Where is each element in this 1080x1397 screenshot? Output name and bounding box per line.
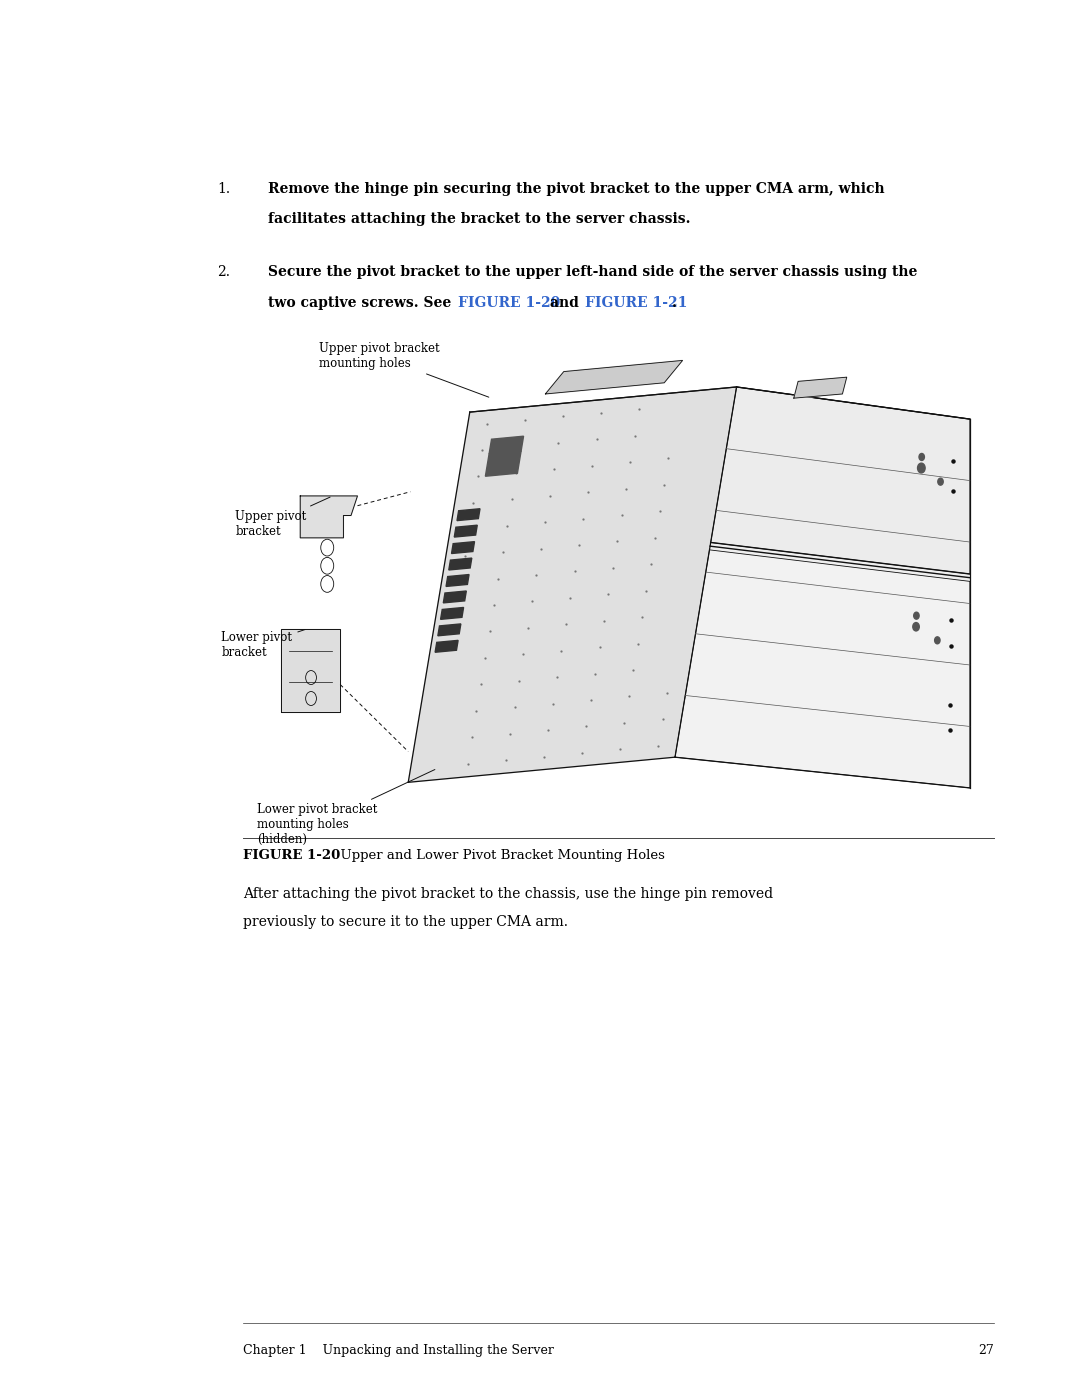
Polygon shape [485,451,522,476]
Text: Remove the hinge pin securing the pivot bracket to the upper CMA arm, which: Remove the hinge pin securing the pivot … [268,182,885,196]
Text: After attaching the pivot bracket to the chassis, use the hinge pin removed: After attaching the pivot bracket to the… [243,887,773,901]
Polygon shape [711,387,970,574]
Polygon shape [449,557,472,570]
Polygon shape [457,509,480,521]
Text: two captive screws. See: two captive screws. See [268,296,456,310]
Polygon shape [545,360,683,394]
Polygon shape [489,436,524,454]
Text: Lower pivot
bracket: Lower pivot bracket [221,630,306,659]
Text: .: . [672,296,676,310]
Text: Upper pivot bracket
mounting holes: Upper pivot bracket mounting holes [319,342,489,397]
Text: FIGURE 1-21: FIGURE 1-21 [584,296,687,310]
Polygon shape [441,608,463,619]
Polygon shape [300,496,357,538]
Text: 27: 27 [977,1344,994,1356]
Text: Secure the pivot bracket to the upper left-hand side of the server chassis using: Secure the pivot bracket to the upper le… [268,265,917,279]
Polygon shape [675,550,970,788]
Circle shape [918,464,926,474]
Circle shape [914,612,919,619]
Text: and: and [545,296,583,310]
Polygon shape [455,525,477,536]
Text: FIGURE 1-20: FIGURE 1-20 [458,296,561,310]
Polygon shape [443,591,467,604]
Circle shape [919,454,924,461]
Text: facilitates attaching the bracket to the server chassis.: facilitates attaching the bracket to the… [268,212,690,226]
Polygon shape [675,387,970,788]
Text: Chapter 1    Unpacking and Installing the Server: Chapter 1 Unpacking and Installing the S… [243,1344,554,1356]
Text: 1.: 1. [217,182,230,196]
Text: FIGURE 1-20: FIGURE 1-20 [243,849,340,862]
Polygon shape [451,542,474,553]
Text: Upper and Lower Pivot Bracket Mounting Holes: Upper and Lower Pivot Bracket Mounting H… [332,849,664,862]
Text: 2.: 2. [217,265,230,279]
Circle shape [937,478,943,485]
Text: previously to secure it to the upper CMA arm.: previously to secure it to the upper CMA… [243,915,568,929]
Circle shape [913,623,919,631]
Polygon shape [435,640,458,652]
Polygon shape [408,387,737,782]
Polygon shape [794,377,847,398]
Polygon shape [281,629,340,712]
Text: Lower pivot bracket
mounting holes
(hidden): Lower pivot bracket mounting holes (hidd… [257,770,435,847]
Polygon shape [446,574,469,587]
Circle shape [934,637,940,644]
Text: Upper pivot
bracket: Upper pivot bracket [235,497,330,538]
Polygon shape [470,387,970,419]
Polygon shape [437,624,461,636]
